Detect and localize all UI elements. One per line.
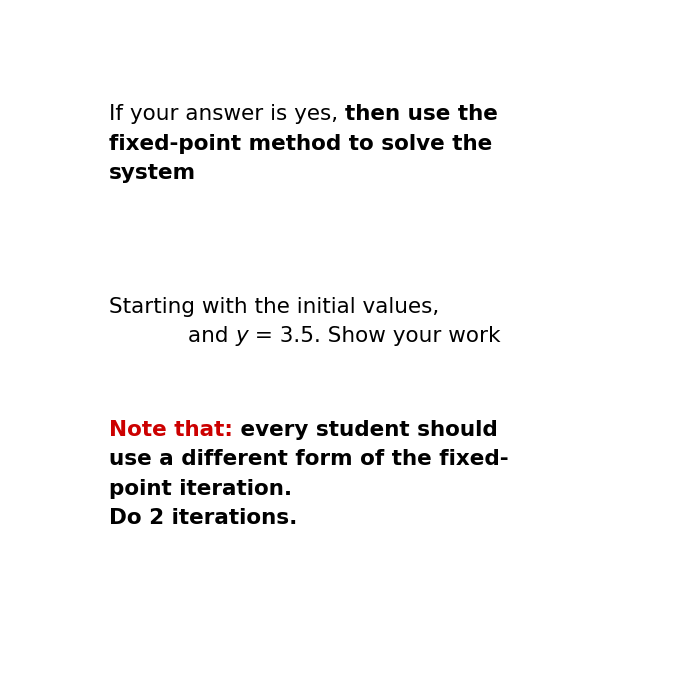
Text: system: system (109, 163, 196, 183)
Text: = 3.5. Show your work: = 3.5. Show your work (248, 326, 501, 346)
Text: use a different form of the fixed-: use a different form of the fixed- (109, 450, 509, 469)
Text: every student should: every student should (233, 420, 498, 440)
Text: y: y (236, 326, 248, 346)
Text: point iteration.: point iteration. (109, 479, 293, 498)
Text: fixed-point method to solve the: fixed-point method to solve the (109, 133, 493, 154)
Text: If your answer is yes,: If your answer is yes, (109, 104, 345, 125)
Text: and: and (188, 326, 236, 346)
Text: Note that:: Note that: (109, 420, 233, 440)
Text: Starting with the initial values,: Starting with the initial values, (109, 297, 440, 317)
Text: Do 2 iterations.: Do 2 iterations. (109, 508, 298, 528)
Text: then use the: then use the (345, 104, 498, 125)
